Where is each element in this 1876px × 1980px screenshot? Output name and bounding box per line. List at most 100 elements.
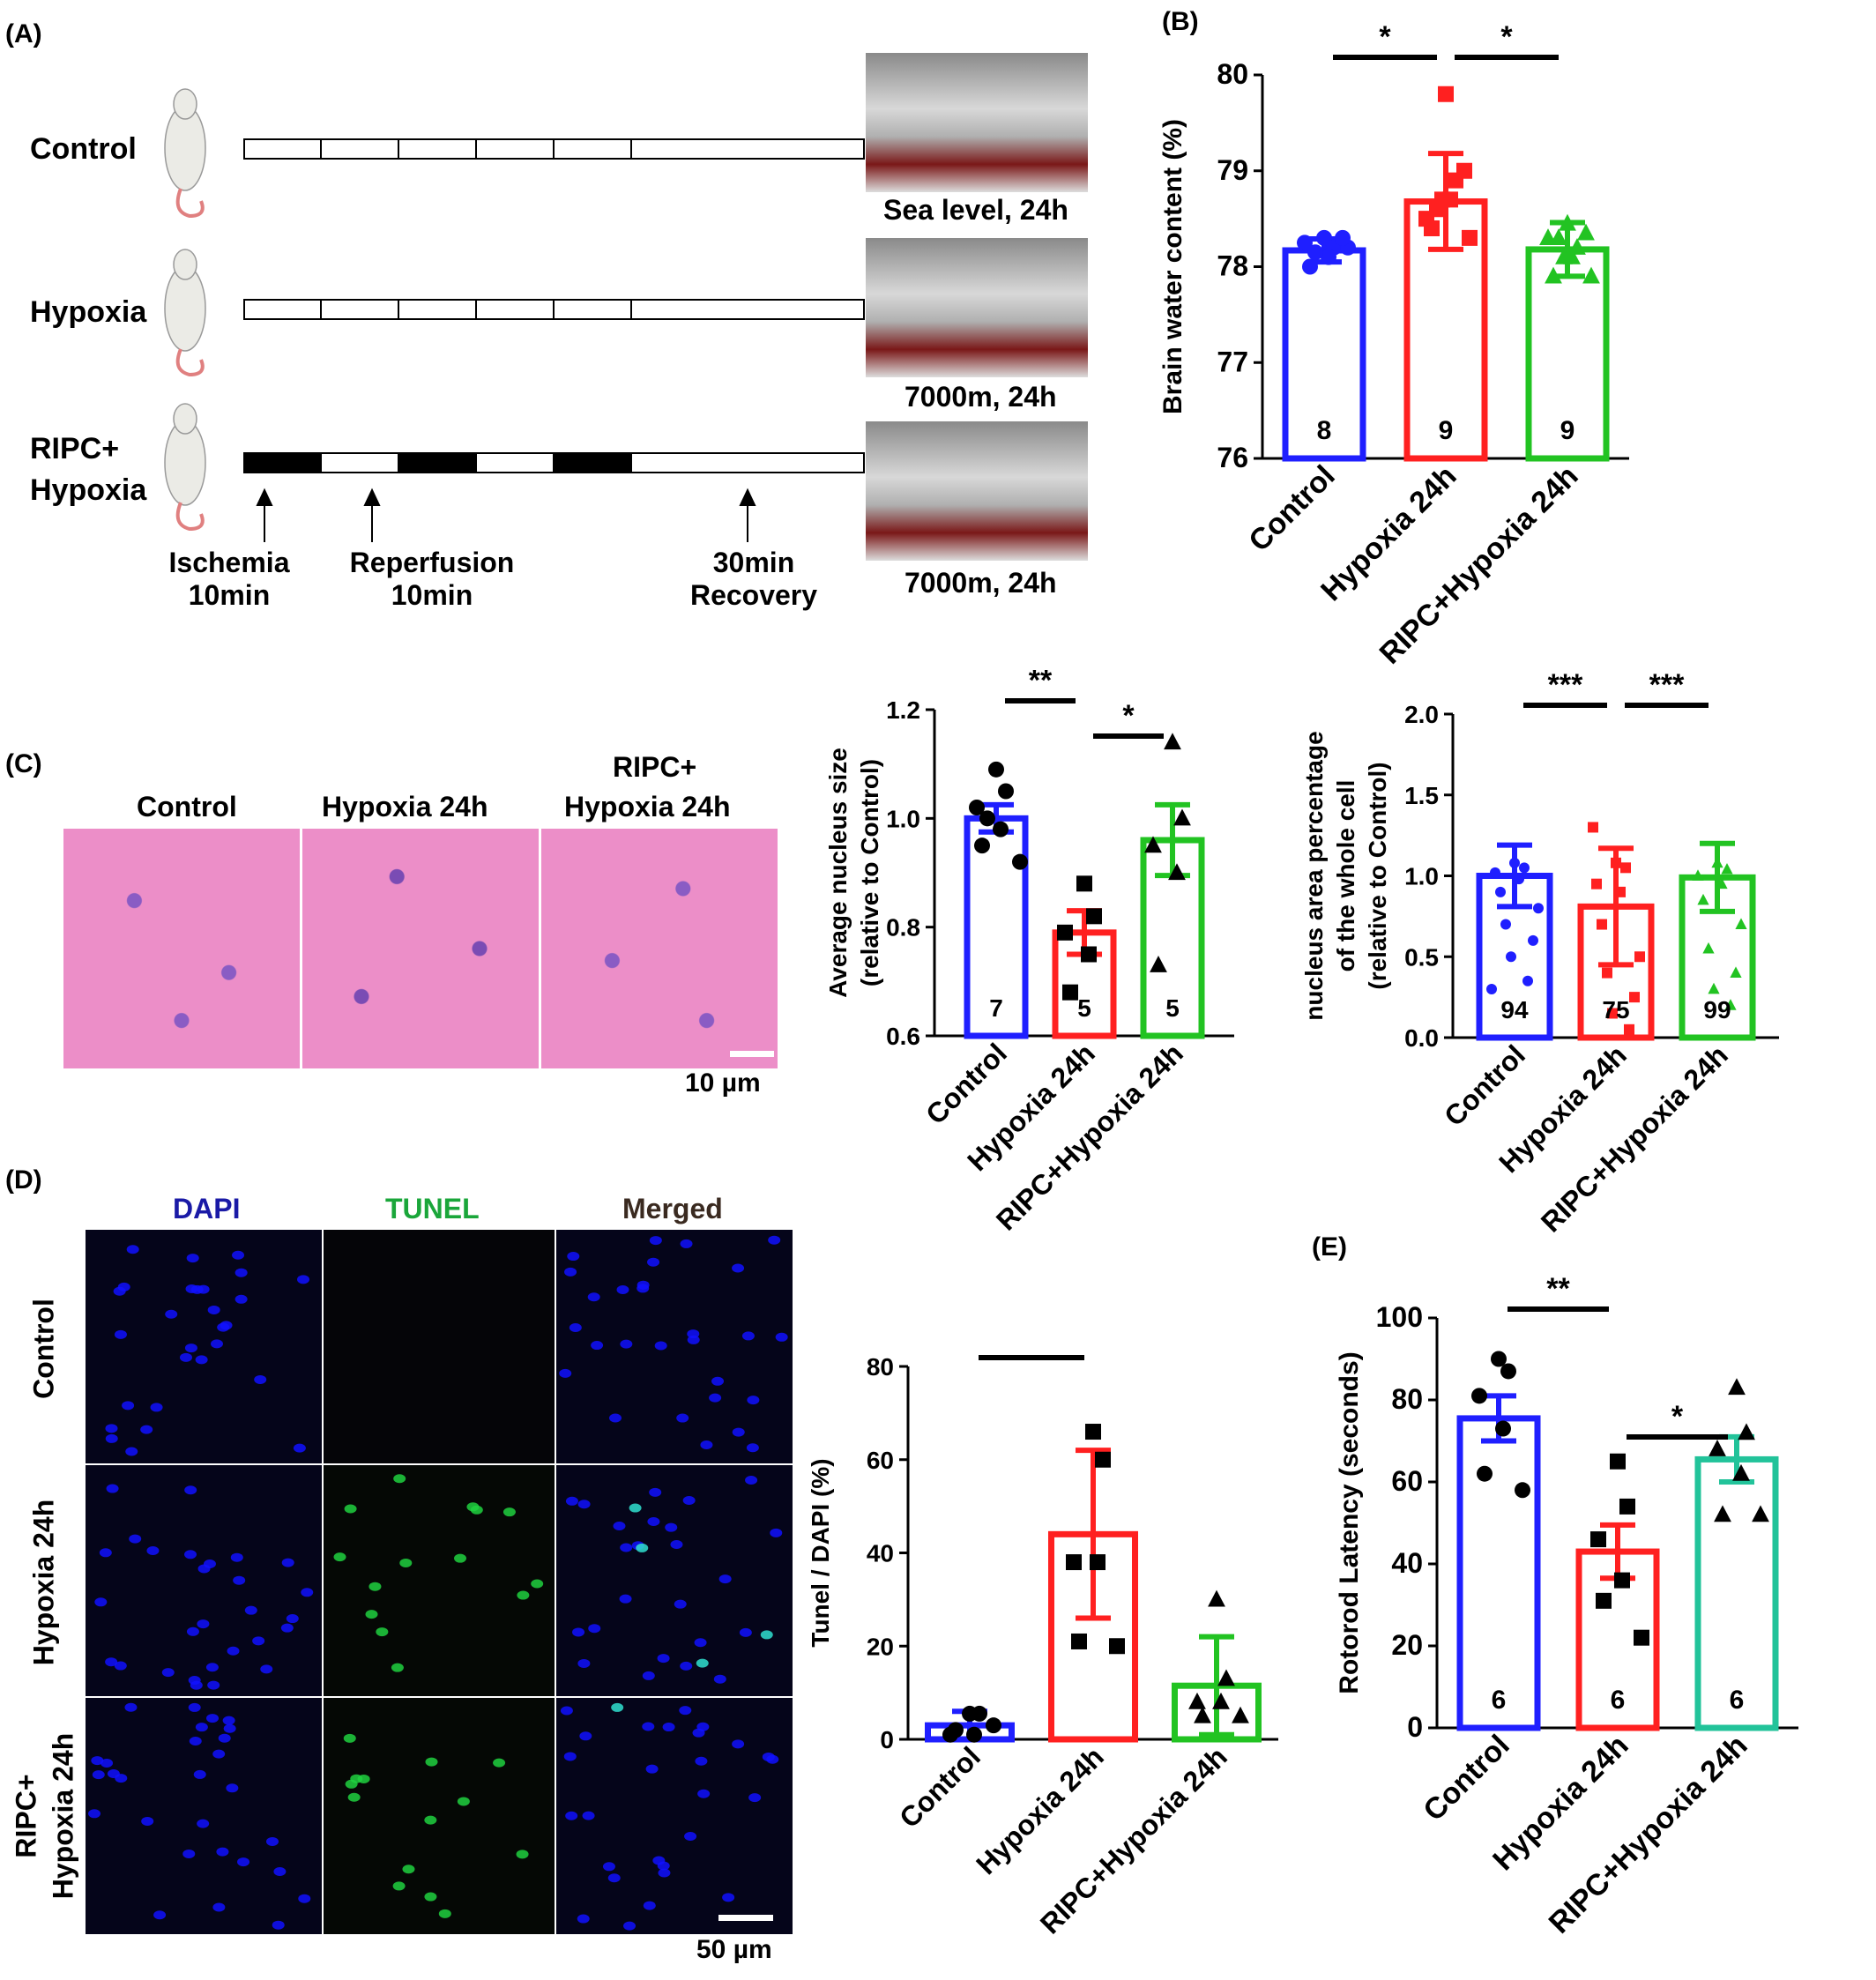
y-tick-label: 1.5 — [1404, 782, 1439, 809]
nucleus-dot — [682, 1495, 696, 1505]
nucleus-dot — [602, 1862, 615, 1872]
nucleus-dot — [577, 1500, 591, 1509]
data-point — [1597, 919, 1607, 930]
nucleus-dot — [161, 1668, 175, 1678]
nucleus-dot — [94, 1597, 108, 1607]
y-tick-label: 20 — [1391, 1629, 1423, 1661]
nucleus-dot — [146, 1545, 160, 1555]
y-tick-label: 79 — [1217, 154, 1248, 186]
nucleus-dot — [141, 1816, 154, 1826]
fluorescence-image-dapi-hypoxia — [86, 1465, 322, 1696]
data-point — [1057, 924, 1073, 941]
data-point — [1522, 975, 1533, 986]
nucleus-dot — [347, 1792, 361, 1802]
timeline-diagram — [164, 88, 865, 542]
nucleus-dot — [766, 1754, 779, 1764]
fluorescence-image-tunel-hypoxia — [324, 1465, 555, 1696]
category-label: Control — [893, 1740, 986, 1834]
nucleus-dot — [91, 1756, 104, 1766]
fluorescence-image-merged-ripc — [556, 1698, 793, 1934]
nucleus-dot — [692, 1728, 705, 1738]
data-point — [1702, 942, 1715, 954]
nucleus-dot — [190, 1680, 203, 1690]
significance-label: ** — [1029, 670, 1053, 697]
group-label-control: Control — [30, 132, 137, 166]
y-tick-label: 78 — [1217, 250, 1248, 282]
nucleus-dot — [234, 1268, 248, 1277]
nucleus-dot — [197, 1619, 210, 1629]
nucleus-dot — [105, 1657, 118, 1667]
data-point — [1491, 1351, 1507, 1367]
nucleus-dot — [775, 1332, 788, 1342]
nucleus-dot — [722, 1893, 735, 1902]
data-point — [1588, 822, 1598, 833]
data-point — [993, 821, 1009, 837]
category-label: RIPC+Hypoxia 24h — [1374, 459, 1585, 671]
panel-label-b: (B) — [1162, 7, 1199, 36]
data-point — [1090, 1554, 1106, 1571]
nucleus-dot — [186, 1626, 199, 1636]
nucleus-dot — [165, 1309, 178, 1319]
data-point — [1321, 249, 1336, 265]
y-tick-label: 0.5 — [1404, 943, 1439, 971]
data-point — [979, 810, 995, 827]
group-label-ripc-hypoxia: Hypoxia — [30, 473, 147, 507]
nucleus-dot — [234, 1294, 248, 1304]
nucleus-dot — [579, 1731, 592, 1741]
y-tick-label: 80 — [1391, 1383, 1423, 1415]
nucleus-dot — [760, 1630, 773, 1640]
nucleus-dot — [696, 1658, 709, 1668]
y-axis-label: Brain water content (%) — [1158, 119, 1187, 414]
nucleus-dot — [206, 1714, 220, 1723]
data-point — [1602, 967, 1612, 979]
chamber-caption-7000m: 7000m, 24h — [904, 381, 1057, 413]
nucleus-dot — [454, 1553, 467, 1563]
data-point — [969, 800, 985, 815]
nucleus-dot — [150, 1403, 163, 1412]
channel-title-merged: Merged — [622, 1193, 723, 1224]
n-label: 75 — [1602, 996, 1629, 1023]
nucleus-dot — [218, 1733, 231, 1743]
data-point — [948, 1722, 964, 1738]
data-point — [1490, 867, 1500, 878]
chart-tunel: 0 20 40 60 80 Tunel / DAPI (%) ControlHypoxia … — [807, 1340, 1278, 1940]
nucleus-dot — [195, 1723, 208, 1732]
data-point — [1619, 1498, 1635, 1515]
nucleus-dot — [100, 1758, 114, 1768]
data-point — [1316, 229, 1332, 246]
data-point — [1721, 862, 1733, 875]
nucleus-dot — [572, 1627, 585, 1637]
nucleus-dot — [741, 1331, 755, 1341]
nucleus-dot — [645, 1764, 659, 1774]
nucleus-dot — [629, 1503, 642, 1513]
data-point — [1577, 223, 1595, 241]
data-point — [1232, 1706, 1249, 1723]
y-axis-label: nucleus area percentage — [1305, 731, 1328, 1020]
nucleus-dot — [620, 1543, 633, 1552]
y-tick-label: 40 — [867, 1540, 894, 1567]
category-label: RIPC+Hypoxia 24h — [1543, 1729, 1754, 1940]
hypoxia-chamber-photo — [866, 421, 1088, 561]
fluorescence-image-dapi-control — [86, 1230, 322, 1463]
nucleus-dot — [391, 1663, 404, 1672]
nucleus-dot — [182, 1849, 196, 1858]
y-tick-label: 20 — [867, 1633, 894, 1660]
hypoxia-chamber-photo — [866, 53, 1088, 192]
nucleus-dot — [230, 1552, 243, 1562]
data-point — [1634, 1629, 1649, 1646]
nucleus-dot — [745, 1476, 758, 1485]
nucleus-dot — [376, 1627, 389, 1637]
nucleus-dot — [748, 1793, 762, 1803]
nucleus-dot — [616, 1284, 629, 1294]
nucleus-dot — [212, 1902, 226, 1912]
data-point — [1724, 999, 1737, 1010]
nucleus-dot — [516, 1850, 529, 1859]
data-point — [1528, 934, 1538, 946]
significance-label: ** — [1546, 1272, 1570, 1306]
nucleus-dot — [559, 1368, 572, 1378]
y-axis-label: of the whole cell — [1332, 780, 1359, 972]
significance-label: * — [1379, 20, 1391, 54]
nucleus-dot — [99, 1548, 112, 1558]
data-point — [1173, 808, 1191, 826]
he-stain-control — [63, 829, 300, 1068]
